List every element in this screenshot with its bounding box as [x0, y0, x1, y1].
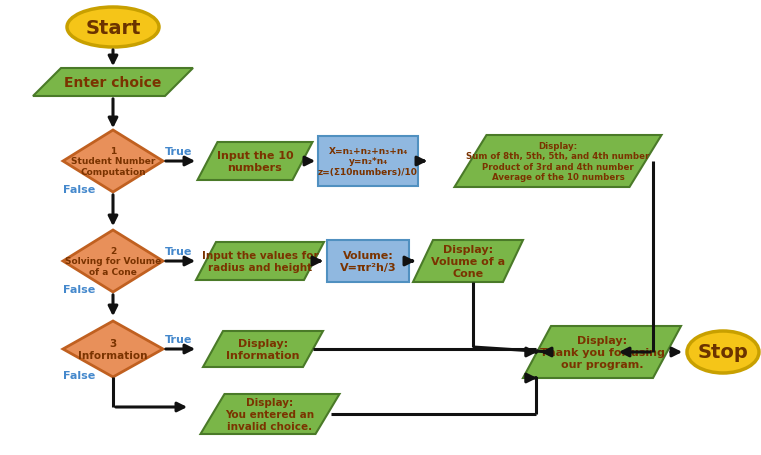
Text: 3
Information: 3 Information	[78, 339, 148, 360]
Polygon shape	[63, 321, 163, 377]
Ellipse shape	[67, 8, 159, 48]
Text: Display:
You entered an
invalid choice.: Display: You entered an invalid choice.	[225, 398, 314, 430]
Text: Start: Start	[85, 19, 141, 37]
Polygon shape	[203, 331, 323, 367]
Polygon shape	[63, 231, 163, 293]
Text: Input the values for
radius and height: Input the values for radius and height	[202, 251, 318, 272]
Text: True: True	[165, 334, 193, 344]
Text: False: False	[63, 185, 95, 195]
Text: True: True	[165, 247, 193, 257]
Ellipse shape	[687, 331, 759, 373]
Text: X=n₁+n₂+n₃+n₄
y=n₂*n₄
z=(Σ10numbers)/10: X=n₁+n₂+n₃+n₄ y=n₂*n₄ z=(Σ10numbers)/10	[318, 147, 418, 177]
Polygon shape	[523, 326, 681, 378]
Text: Display:
Sum of 8th, 5th, 5th, and 4th number
Product of 3rd and 4th number
Aver: Display: Sum of 8th, 5th, 5th, and 4th n…	[466, 142, 650, 182]
Text: Enter choice: Enter choice	[65, 76, 161, 90]
Text: Display:
Thank you for using
our program.: Display: Thank you for using our program…	[540, 336, 664, 369]
Text: False: False	[63, 284, 95, 294]
Text: Input the 10
numbers: Input the 10 numbers	[217, 151, 293, 172]
Text: False: False	[63, 370, 95, 380]
Polygon shape	[198, 143, 313, 181]
FancyBboxPatch shape	[318, 136, 418, 187]
Polygon shape	[33, 69, 193, 97]
Text: 2
Solving for Volume
of a Cone: 2 Solving for Volume of a Cone	[65, 247, 161, 276]
Polygon shape	[196, 243, 324, 280]
Text: True: True	[165, 147, 193, 157]
Polygon shape	[454, 136, 661, 187]
Polygon shape	[200, 394, 339, 434]
Text: Stop: Stop	[698, 343, 748, 362]
Text: Display:
Information: Display: Information	[226, 339, 300, 360]
Polygon shape	[63, 131, 163, 192]
Text: 1
Student Number
Computation: 1 Student Number Computation	[71, 147, 155, 177]
Polygon shape	[413, 241, 523, 283]
Text: Display:
Volume of a
Cone: Display: Volume of a Cone	[431, 245, 505, 278]
Text: Volume:
V=πr²h/3: Volume: V=πr²h/3	[339, 251, 396, 272]
FancyBboxPatch shape	[327, 241, 409, 283]
